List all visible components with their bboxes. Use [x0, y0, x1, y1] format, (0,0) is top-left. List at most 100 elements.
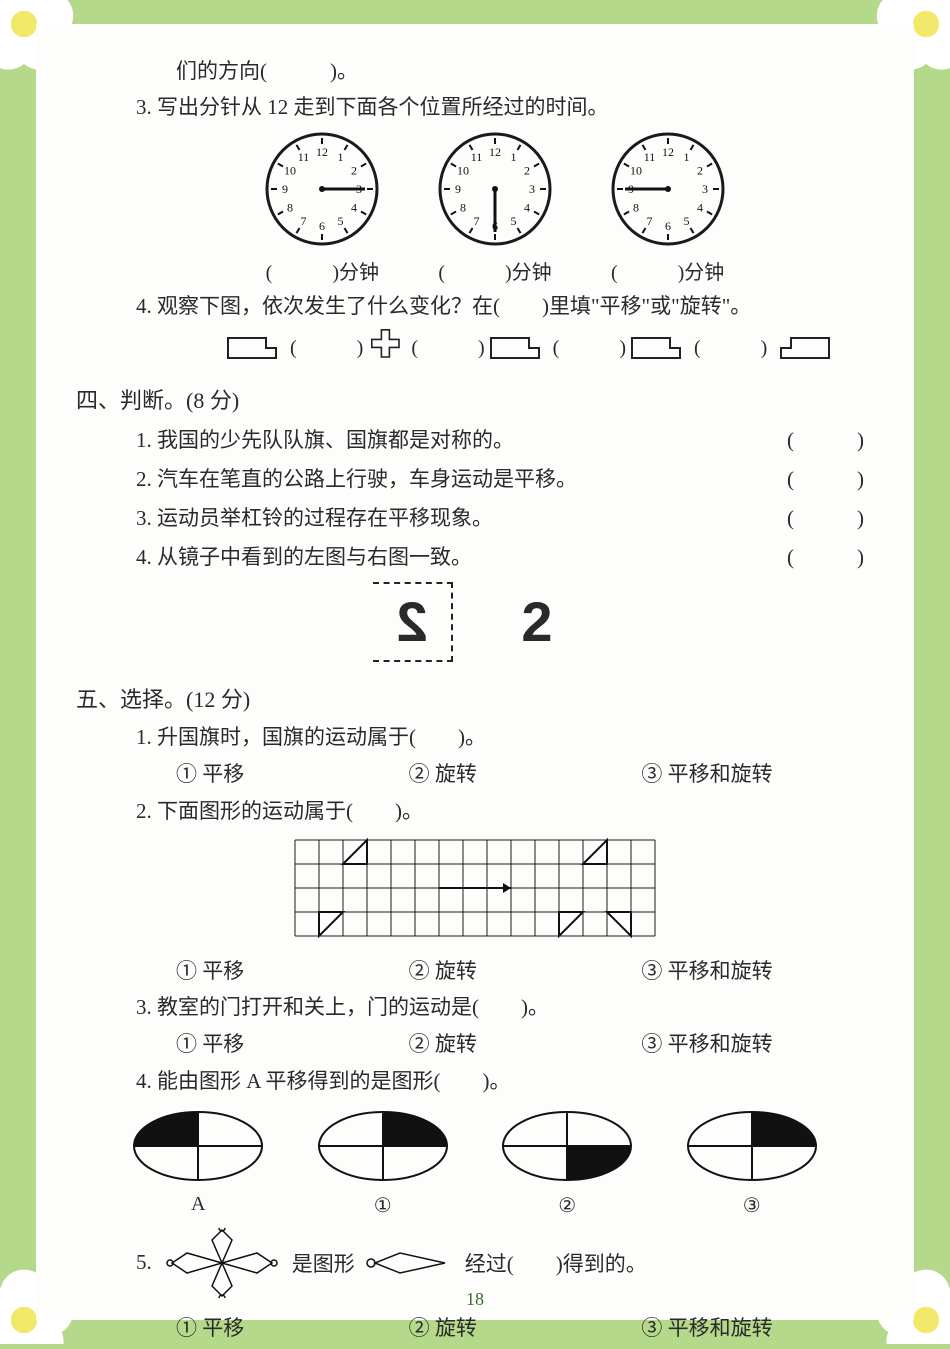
s5q1-opt2: ② 旋转 — [409, 756, 642, 794]
s5q5-fig1 — [162, 1228, 282, 1298]
judge-4-text: 4. 从镜子中看到的左图与右图一致。 — [76, 538, 787, 577]
ellipse-1-label: ① — [313, 1193, 453, 1218]
s5q5-opt1: ① 平移 — [176, 1310, 409, 1348]
s5q5-suffix: 经过( )得到的。 — [465, 1248, 647, 1278]
svg-text:4: 4 — [697, 201, 703, 215]
s5q2-grid — [76, 834, 874, 949]
s5q5-opt3: ③ 平移和旋转 — [641, 1310, 874, 1348]
svg-text:11: 11 — [298, 150, 310, 164]
s5q1-opts: ① 平移 ② 旋转 ③ 平移和旋转 — [76, 756, 874, 794]
judge-2: 2. 汽车在笔直的公路上行驶，车身运动是平移。 ( ) — [76, 460, 874, 499]
judge-4-paren: ( ) — [787, 538, 874, 577]
svg-text:6: 6 — [319, 219, 325, 233]
svg-text:10: 10 — [284, 164, 296, 178]
svg-text:8: 8 — [633, 201, 639, 215]
judge-1-text: 1. 我国的少先队队旗、国旗都是对称的。 — [76, 421, 787, 460]
judge-3-text: 3. 运动员举杠铃的过程存在平移现象。 — [76, 499, 787, 538]
svg-text:4: 4 — [351, 201, 357, 215]
s5q4-text: 4. 能由图形 A 平移得到的是图形( )。 — [76, 1064, 874, 1100]
svg-text:9: 9 — [455, 182, 461, 196]
svg-text:1: 1 — [683, 150, 689, 164]
s5q2-opt3: ③ 平移和旋转 — [641, 953, 874, 991]
svg-text:8: 8 — [460, 201, 466, 215]
clock-3: 121234567891011 ( )分钟 — [608, 129, 728, 285]
clock-3-label: ( )分钟 — [608, 256, 728, 285]
svg-text:2: 2 — [697, 164, 703, 178]
ellipse-2-label: ② — [497, 1193, 637, 1218]
shape-3 — [489, 330, 549, 360]
svg-text:7: 7 — [646, 214, 652, 228]
svg-text:6: 6 — [665, 219, 671, 233]
shape-4 — [630, 330, 690, 360]
svg-text:11: 11 — [643, 150, 655, 164]
mirror-right: 2 — [497, 584, 577, 664]
s5q2-opts: ① 平移 ② 旋转 ③ 平移和旋转 — [76, 953, 874, 991]
q4-blank-2: ( ) — [411, 331, 484, 360]
svg-text:3: 3 — [529, 182, 535, 196]
s5q5-mid: 是图形 — [292, 1248, 355, 1278]
judge-1: 1. 我国的少先队队旗、国旗都是对称的。 ( ) — [76, 421, 874, 460]
s5q2-opt1: ① 平移 — [176, 953, 409, 991]
section4-title: 四、判断。(8 分) — [76, 383, 874, 415]
s5q3-opts: ① 平移 ② 旋转 ③ 平移和旋转 — [76, 1026, 874, 1064]
svg-text:12: 12 — [662, 145, 674, 159]
page-number: 18 — [36, 1289, 914, 1310]
svg-text:3: 3 — [702, 182, 708, 196]
svg-text:7: 7 — [301, 214, 307, 228]
svg-text:5: 5 — [338, 214, 344, 228]
fragment-line: 们的方向( )。 — [76, 54, 874, 90]
judge-2-paren: ( ) — [787, 460, 874, 499]
clock-1-label: ( )分钟 — [262, 256, 382, 285]
s5q1-opt1: ① 平移 — [176, 756, 409, 794]
q4-blank-1: ( ) — [290, 331, 363, 360]
s5q5-row: 5. 是图形 经过( )得到的。 — [76, 1228, 874, 1298]
s5q3-opt3: ③ 平移和旋转 — [641, 1026, 874, 1064]
s5q5-fig2 — [365, 1248, 455, 1278]
shape-1 — [226, 330, 286, 360]
section5-title: 五、选择。(12 分) — [76, 682, 874, 714]
mirror-left: 2 — [373, 582, 453, 662]
judge-3: 3. 运动员举杠铃的过程存在平移现象。 ( ) — [76, 499, 874, 538]
s5q4-ellipses: A ① ② — [76, 1106, 874, 1218]
svg-text:10: 10 — [630, 164, 642, 178]
s5q5-prefix: 5. — [136, 1250, 152, 1275]
s5q1-text: 1. 升国旗时，国旗的运动属于( )。 — [76, 720, 874, 756]
svg-text:10: 10 — [457, 164, 469, 178]
clocks-row: 121234567891011 ( )分钟 121234567891011 ( … — [76, 129, 874, 285]
svg-text:12: 12 — [489, 145, 501, 159]
q4-text: 4. 观察下图，依次发生了什么变化？在( )里填"平移"或"旋转"。 — [76, 289, 874, 325]
judge-3-paren: ( ) — [787, 499, 874, 538]
svg-text:8: 8 — [287, 201, 293, 215]
svg-text:2: 2 — [524, 164, 530, 178]
s5q3-opt1: ① 平移 — [176, 1026, 409, 1064]
s5q3-text: 3. 教室的门打开和关上，门的运动是( )。 — [76, 990, 874, 1026]
page-content: 们的方向( )。 3. 写出分针从 12 走到下面各个位置所经过的时间。 121… — [36, 24, 914, 1320]
s5q1-opt3: ③ 平移和旋转 — [641, 756, 874, 794]
svg-text:5: 5 — [683, 214, 689, 228]
mirror-figure: 2 2 — [76, 582, 874, 664]
clock-1: 121234567891011 ( )分钟 — [262, 129, 382, 285]
judge-2-text: 2. 汽车在笔直的公路上行驶，车身运动是平移。 — [76, 460, 787, 499]
svg-text:1: 1 — [338, 150, 344, 164]
clock-2-label: ( )分钟 — [435, 256, 555, 285]
shape-2 — [367, 325, 407, 365]
ellipse-3: ③ — [682, 1106, 822, 1218]
svg-text:5: 5 — [510, 214, 516, 228]
judge-4: 4. 从镜子中看到的左图与右图一致。 ( ) — [76, 538, 874, 577]
svg-text:2: 2 — [351, 164, 357, 178]
judge-1-paren: ( ) — [787, 421, 874, 460]
s5q5-opt2: ② 旋转 — [409, 1310, 642, 1348]
s5q2-opt2: ② 旋转 — [409, 953, 642, 991]
svg-text:1: 1 — [510, 150, 516, 164]
q4-blank-3: ( ) — [553, 331, 626, 360]
s5q5-opts: ① 平移 ② 旋转 ③ 平移和旋转 — [76, 1310, 874, 1348]
shape-5 — [771, 330, 831, 360]
ellipse-A-label: A — [128, 1193, 268, 1216]
svg-text:11: 11 — [471, 150, 483, 164]
svg-text:12: 12 — [316, 145, 328, 159]
ellipse-3-label: ③ — [682, 1193, 822, 1218]
ellipse-2: ② — [497, 1106, 637, 1218]
q4-shapes: ( ) ( ) ( ) ( ) — [76, 325, 874, 365]
ellipse-1: ① — [313, 1106, 453, 1218]
svg-text:9: 9 — [282, 182, 288, 196]
